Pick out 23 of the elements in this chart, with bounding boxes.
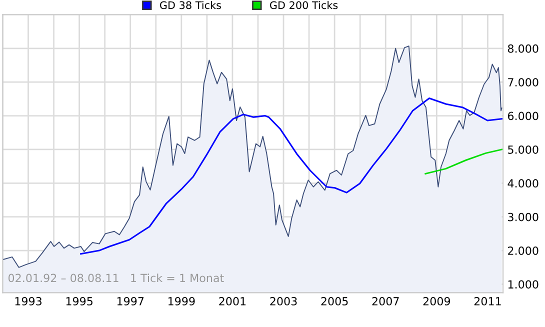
x-tick-label: 1993	[15, 297, 42, 306]
y-tick-label: 6.000	[508, 112, 538, 120]
x-tick-label: 2011	[474, 297, 501, 306]
x-tick-label: 2005	[321, 297, 348, 306]
y-tick-label: 8.000	[508, 44, 538, 53]
x-tick-label: 2001	[219, 297, 246, 306]
x-tick-label: 2009	[423, 297, 450, 306]
x-tick-label: 1999	[168, 297, 195, 306]
legend-label: GD 200 Ticks	[270, 1, 338, 10]
y-tick-label: 2.000	[508, 246, 538, 255]
y-tick-label: 7.000	[508, 78, 538, 86]
y-tick-label: 5.000	[508, 145, 538, 154]
y-tick-label: 3.000	[508, 212, 538, 222]
y-tick-label: 4.000	[508, 179, 538, 188]
y-tick-label: 1.000	[508, 280, 538, 289]
line-series	[80, 98, 503, 255]
line-series	[424, 148, 503, 174]
x-tick-label: 1995	[66, 297, 92, 306]
legend-label: GD 38 Ticks	[160, 1, 221, 10]
x-tick-label: 1997	[117, 297, 144, 306]
x-tick-label: 2007	[372, 297, 399, 306]
annotation: 02.01.92 – 08.08.11 1 Tick = 1 Monat	[8, 274, 224, 282]
x-tick-label: 2003	[270, 297, 297, 306]
